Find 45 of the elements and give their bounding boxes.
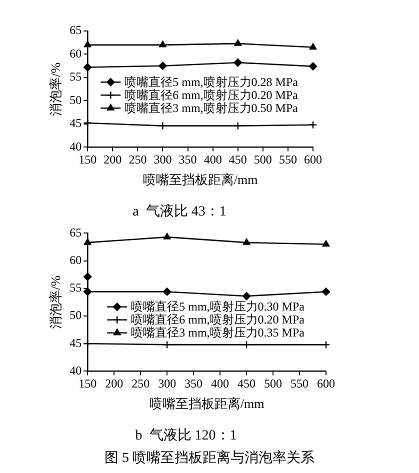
x-tick-label: 550 [290, 376, 309, 391]
x-tick-label: 300 [158, 376, 176, 391]
y-axis-title: 消泡率/% [48, 62, 64, 116]
y-tick-label: 65 [70, 23, 82, 38]
x-tick-label: 150 [78, 376, 97, 391]
y-tick-label: 60 [70, 252, 82, 267]
x-tick-label: 600 [304, 152, 322, 167]
x-tick-label: 150 [78, 152, 97, 167]
x-axis-title: 喷嘴至挡板距离/mm [142, 172, 258, 187]
y-tick-label: 45 [70, 116, 82, 130]
x-tick-label: 350 [184, 376, 203, 391]
y-tick-label: 40 [70, 139, 82, 154]
legend-label: 喷嘴直径6 mm,喷射压力0.20 MPa [124, 88, 299, 102]
x-tick-label: 250 [132, 376, 150, 391]
x-tick-label: 550 [278, 152, 297, 167]
x-axis-title: 喷嘴至挡板距离/mm [149, 396, 264, 411]
x-tick-label: 450 [238, 376, 256, 391]
x-tick-label: 500 [254, 152, 272, 167]
y-tick-label: 65 [70, 225, 82, 240]
x-tick-label: 200 [104, 152, 122, 167]
y-tick-label: 60 [70, 46, 82, 60]
text: b 气液比 120：1 [135, 427, 237, 444]
caption: 图 5 喷嘴至挡板距离与消泡率关系 [104, 450, 316, 468]
x-tick-label: 300 [154, 152, 172, 167]
y-tick-label: 55 [70, 70, 82, 84]
legend-label: 喷嘴直径3 mm,喷射压力0.50 MPa [124, 100, 299, 115]
x-tick-label: 600 [317, 376, 335, 391]
legend-label: 喷嘴直径5 mm,喷射压力0.30 MPa [131, 300, 306, 314]
x-tick-label: 500 [264, 376, 282, 391]
x-tick-label: 400 [204, 152, 222, 167]
y-tick-label: 40 [70, 363, 82, 378]
x-tick-label: 400 [211, 376, 230, 391]
y-tick-label: 50 [70, 92, 82, 107]
y-axis-title: 消泡率/% [48, 275, 64, 329]
x-tick-label: 450 [228, 152, 247, 167]
y-tick-label: 55 [70, 280, 82, 295]
legend-label: 喷嘴直径6 mm,喷射压力0.20 MPa [131, 312, 306, 327]
y-tick-label: 45 [70, 336, 82, 350]
x-tick-label: 250 [128, 152, 147, 167]
y-tick-label: 50 [70, 308, 82, 322]
text: a 气液比 43：1 [132, 203, 226, 220]
legend-label: 喷嘴直径3 mm,喷射压力0.35 MPa [131, 326, 306, 340]
x-tick-label: 350 [178, 152, 197, 167]
legend-label: 喷嘴直径5 mm,喷射压力0.28 MPa [124, 74, 299, 89]
x-tick-label: 200 [105, 376, 124, 391]
